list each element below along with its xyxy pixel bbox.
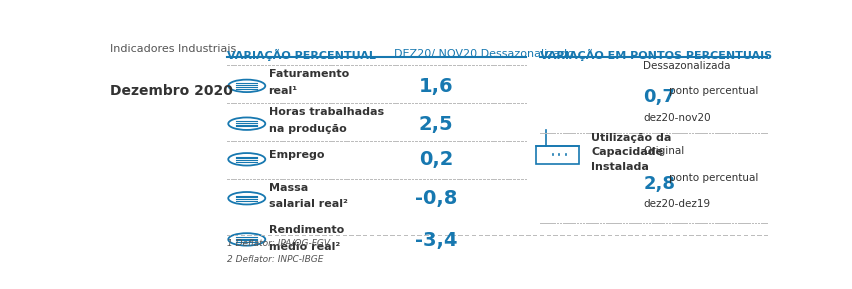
Text: -0,8: -0,8 [414, 189, 457, 208]
Text: VARIAÇÃO EM PONTOS PERCENTUAIS: VARIAÇÃO EM PONTOS PERCENTUAIS [539, 49, 771, 61]
Text: dez20-nov20: dez20-nov20 [642, 113, 711, 123]
Text: 0,2: 0,2 [418, 150, 452, 169]
Text: Rendimento: Rendimento [268, 225, 343, 235]
Text: 2,8: 2,8 [642, 175, 675, 193]
Text: salarial real²: salarial real² [268, 199, 347, 209]
Text: Indicadores Industriais: Indicadores Industriais [110, 44, 236, 53]
Text: na produção: na produção [268, 124, 346, 134]
Text: real¹: real¹ [268, 86, 297, 96]
Text: Emprego: Emprego [268, 150, 324, 160]
Text: Dessazonalizada: Dessazonalizada [642, 61, 730, 71]
Text: ponto percentual: ponto percentual [668, 173, 757, 183]
Text: 0,7: 0,7 [642, 88, 675, 106]
Text: Instalada: Instalada [590, 162, 648, 172]
Text: -3,4: -3,4 [414, 231, 457, 249]
Text: Dezembro 2020: Dezembro 2020 [110, 84, 233, 98]
Text: 2 Deflator: INPC-IBGE: 2 Deflator: INPC-IBGE [227, 255, 323, 264]
Text: Horas trabalhadas: Horas trabalhadas [268, 107, 383, 117]
Text: Capacidade: Capacidade [590, 147, 663, 157]
Text: médio real²: médio real² [268, 242, 339, 252]
Text: 1,6: 1,6 [418, 77, 452, 96]
Text: 1 Deflator: IPA/OG-FGV: 1 Deflator: IPA/OG-FGV [227, 239, 330, 248]
Text: Utilização da: Utilização da [590, 133, 671, 142]
Text: VARIAÇÃO PERCENTUAL: VARIAÇÃO PERCENTUAL [227, 49, 376, 61]
Text: Massa: Massa [268, 183, 308, 193]
Text: 2,5: 2,5 [418, 115, 452, 134]
Text: DEZ20/ NOV20 Dessazonalizado: DEZ20/ NOV20 Dessazonalizado [394, 49, 573, 59]
Text: Original: Original [642, 146, 684, 156]
Text: dez20-dez19: dez20-dez19 [642, 199, 710, 209]
Text: ponto percentual: ponto percentual [668, 86, 757, 96]
Text: Faturamento: Faturamento [268, 69, 348, 79]
